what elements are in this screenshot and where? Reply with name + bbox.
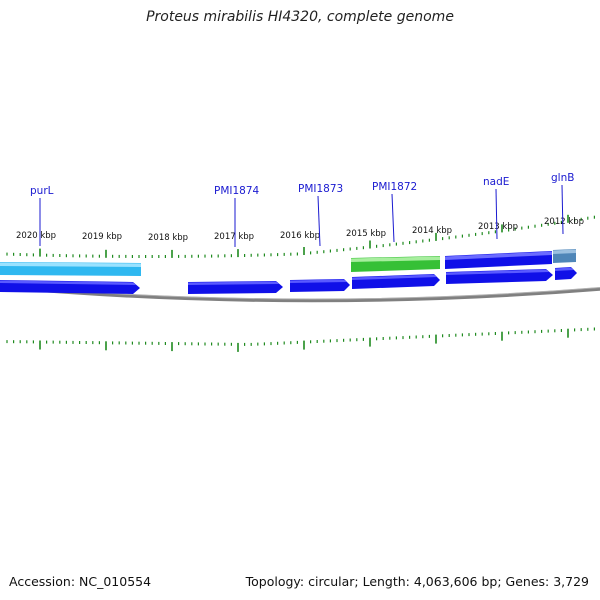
- gene-glnB-feature-highlight: [553, 249, 576, 254]
- leader-line: [495, 188, 498, 240]
- gene-nadE-feature-highlight: [445, 251, 552, 260]
- cds-arrow-highlight: [555, 267, 574, 271]
- kbp-label: 2015 kbp: [346, 229, 386, 239]
- gene-purL-feature-highlight: [0, 262, 141, 267]
- kbp-label: 2017 kbp: [214, 232, 254, 242]
- outer-feature-track: [0, 249, 576, 276]
- cds-arrow-highlight: [352, 274, 437, 280]
- genome-backbone: [0, 285, 600, 303]
- kbp-label: 2012 kbp: [544, 217, 584, 227]
- gene-PMI1872-feature-highlight: [351, 256, 440, 262]
- kbp-label: 2019 kbp: [82, 232, 122, 242]
- map-title: Proteus mirabilis HI4320, complete genom…: [146, 9, 454, 25]
- kbp-label: 2018 kbp: [148, 233, 188, 243]
- leader-line: [561, 184, 564, 235]
- cds-arrow-highlight: [446, 269, 549, 275]
- leader-line: [391, 193, 395, 243]
- kbp-label: 2013 kbp: [478, 222, 518, 232]
- cds-arrow-highlight: [290, 279, 347, 283]
- inner-tick-marks: [6, 327, 596, 352]
- leader-line: [317, 195, 321, 247]
- gene-label-PMI1872[interactable]: PMI1872: [372, 181, 417, 193]
- gene-label-purL[interactable]: purL: [30, 185, 54, 197]
- gene-label-nadE[interactable]: nadE: [483, 176, 509, 188]
- cds-track: [0, 267, 577, 294]
- kbp-label: 2016 kbp: [280, 231, 320, 241]
- kbp-labels: 2020 kbp 2019 kbp 2018 kbp 2017 kbp 2016…: [16, 217, 584, 243]
- gene-labels: purL PMI1874 PMI1873 PMI1872 nadE glnB: [30, 172, 574, 197]
- gene-label-PMI1874[interactable]: PMI1874: [214, 185, 260, 197]
- gene-label-leaders: [39, 184, 564, 247]
- topology-text: Topology: circular; Length: 4,063,606 bp…: [245, 574, 589, 589]
- cds-arrow-highlight: [0, 280, 136, 285]
- gene-label-PMI1873[interactable]: PMI1873: [298, 183, 343, 195]
- cds-arrow-highlight: [188, 281, 279, 285]
- kbp-label: 2014 kbp: [412, 226, 452, 236]
- kbp-label: 2020 kbp: [16, 231, 56, 241]
- accession-text: Accession: NC_010554: [9, 574, 152, 589]
- gene-label-glnB[interactable]: glnB: [551, 172, 574, 184]
- outer-tick-marks: [6, 214, 596, 258]
